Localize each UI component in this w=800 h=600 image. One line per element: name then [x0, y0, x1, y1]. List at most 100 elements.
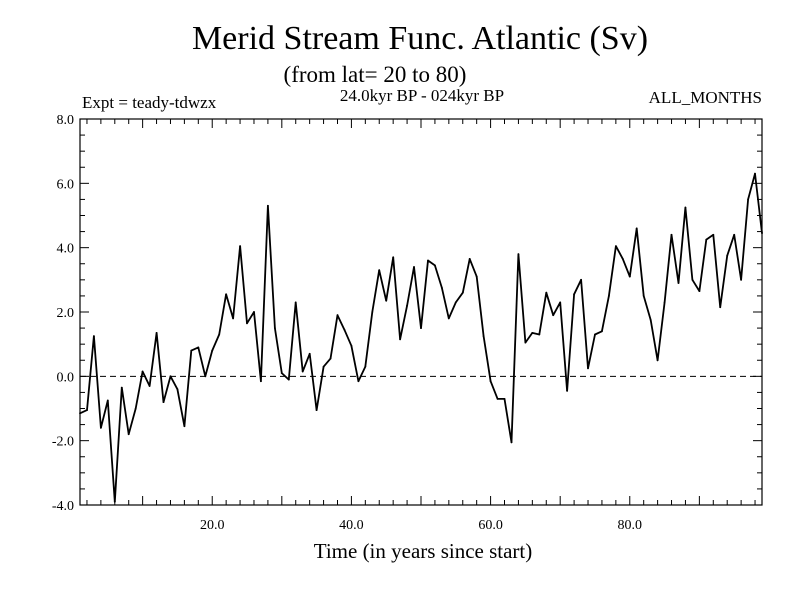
data-point — [635, 227, 638, 230]
data-point — [510, 441, 513, 444]
data-point — [705, 238, 708, 241]
data-point — [712, 233, 715, 236]
data-point — [106, 399, 109, 402]
y-tick-label: 8.0 — [57, 113, 75, 128]
data-point — [754, 172, 756, 175]
data-point — [225, 293, 228, 296]
data-point — [169, 375, 172, 378]
data-point — [761, 232, 763, 235]
data-point — [454, 301, 457, 304]
data-point — [141, 370, 144, 373]
data-point — [691, 278, 694, 281]
data-point — [566, 389, 568, 392]
data-point — [594, 333, 596, 336]
data-point — [517, 253, 520, 256]
data-point — [260, 380, 262, 383]
data-point — [308, 352, 311, 355]
data-point — [301, 370, 304, 373]
data-point — [573, 293, 575, 296]
x-tick-label: 20.0 — [200, 518, 225, 533]
data-point — [482, 335, 485, 337]
data-point — [134, 407, 137, 410]
chart-title: Merid Stream Func. Atlantic (Sv) — [192, 20, 648, 57]
data-point — [628, 275, 631, 278]
data-point — [176, 388, 179, 391]
data-point — [496, 398, 499, 400]
data-point — [740, 278, 742, 281]
data-point — [100, 426, 102, 429]
data-point — [350, 344, 353, 347]
data-point — [246, 322, 248, 325]
data-point — [329, 357, 332, 360]
chart-subtitle: (from lat= 20 to 80) — [284, 62, 467, 87]
x-axis-label: Time (in years since start) — [314, 539, 533, 563]
data-point — [162, 401, 165, 403]
data-point — [538, 333, 541, 336]
data-point — [336, 314, 339, 317]
data-point — [441, 287, 443, 289]
data-point — [698, 290, 701, 292]
data-point — [267, 204, 269, 207]
data-point — [552, 314, 555, 317]
data-point — [287, 378, 290, 381]
data-point — [120, 386, 123, 389]
data-point — [406, 304, 408, 307]
data-point — [197, 346, 200, 349]
data-point — [392, 256, 395, 259]
data-point — [357, 380, 360, 383]
x-tick-label: 80.0 — [618, 518, 643, 533]
y-tick-label: 4.0 — [57, 242, 75, 257]
data-point — [663, 301, 666, 304]
data-point — [621, 258, 624, 260]
data-point — [461, 291, 464, 294]
data-point — [385, 299, 388, 302]
data-point — [420, 327, 422, 329]
data-point — [274, 327, 276, 329]
experiment-label: Expt = teady-tdwzx — [82, 93, 217, 112]
data-point — [413, 266, 415, 268]
data-point — [232, 317, 235, 320]
data-point — [733, 233, 736, 236]
data-point — [79, 412, 81, 415]
data-point — [475, 275, 478, 278]
data-point — [684, 206, 687, 209]
data-point — [468, 258, 471, 260]
data-point — [427, 259, 429, 262]
data-point — [726, 254, 729, 257]
data-point — [294, 301, 297, 304]
data-point — [315, 409, 318, 411]
data-point — [86, 409, 88, 411]
data-point — [155, 332, 158, 334]
data-point — [239, 245, 242, 248]
data-point — [211, 349, 214, 352]
y-tick-label: -2.0 — [52, 435, 74, 450]
period-label: 24.0kyr BP - 024kyr BP — [340, 86, 504, 105]
data-point — [204, 375, 207, 378]
data-point — [399, 338, 401, 341]
data-point — [719, 306, 722, 309]
y-tick-label: 6.0 — [57, 177, 75, 192]
x-tick-label: 60.0 — [478, 518, 503, 533]
data-point — [113, 500, 116, 503]
data-point — [127, 433, 130, 436]
data-point — [545, 291, 548, 294]
data-point — [280, 372, 283, 374]
data-series-line — [79, 172, 763, 503]
x-tick-label: 40.0 — [339, 518, 364, 533]
data-point — [601, 330, 603, 333]
data-point — [190, 349, 193, 352]
data-point — [378, 269, 381, 272]
data-point — [489, 380, 492, 383]
data-point — [677, 282, 680, 284]
data-point — [524, 341, 527, 344]
data-point — [587, 367, 589, 370]
data-point — [580, 278, 582, 281]
data-point — [148, 385, 151, 387]
data-point — [656, 359, 659, 362]
data-point — [253, 311, 255, 313]
data-point — [364, 365, 367, 368]
y-tick-label: 0.0 — [57, 370, 75, 385]
plot-frame — [79, 118, 763, 506]
data-point — [218, 333, 221, 336]
